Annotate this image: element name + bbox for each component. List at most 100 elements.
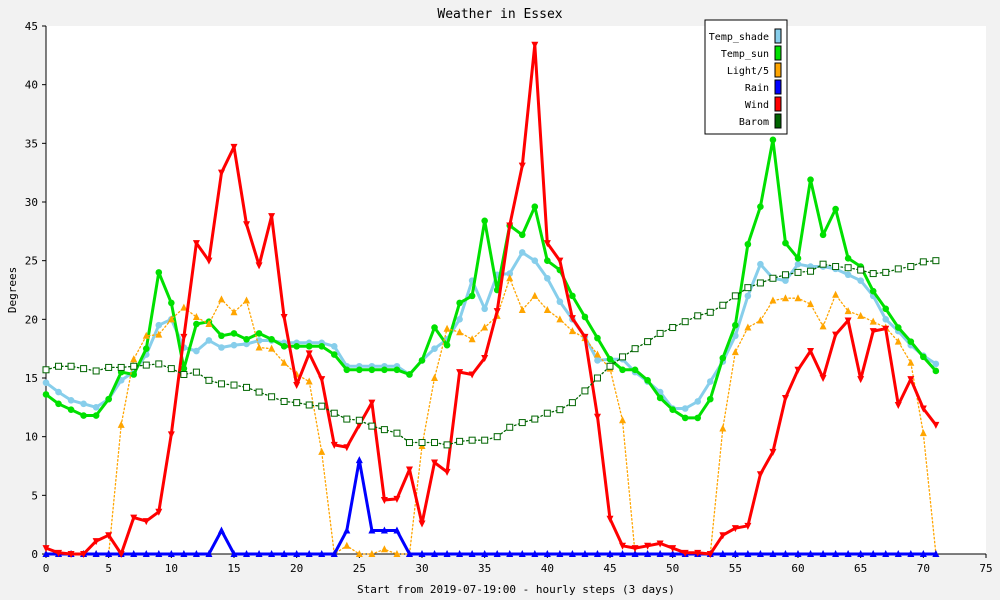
data-point-rain bbox=[669, 550, 677, 557]
data-point-temp-sun bbox=[431, 324, 438, 331]
data-point-temp-shade bbox=[544, 274, 551, 282]
data-point-rain bbox=[606, 550, 614, 557]
data-point-temp-sun bbox=[67, 406, 75, 413]
data-point-temp-shade bbox=[67, 396, 75, 404]
data-point-rain bbox=[142, 550, 150, 557]
legend-label: Wind bbox=[745, 100, 769, 111]
data-point-wind bbox=[431, 459, 439, 467]
data-point-temp-shade bbox=[694, 398, 702, 405]
x-tick-label: 75 bbox=[979, 562, 992, 575]
data-point-wind bbox=[932, 421, 940, 429]
data-point-wind bbox=[857, 376, 865, 384]
data-point-light-5 bbox=[268, 344, 276, 352]
data-point-barom bbox=[192, 368, 200, 376]
data-point-wind bbox=[531, 41, 539, 49]
data-point-wind bbox=[205, 257, 213, 265]
data-point-barom bbox=[631, 345, 639, 353]
data-point-wind bbox=[92, 538, 100, 546]
data-point-rain bbox=[230, 550, 238, 557]
data-point-barom bbox=[380, 426, 388, 434]
data-point-rain bbox=[380, 526, 388, 534]
data-point-wind bbox=[268, 213, 276, 221]
data-point-barom bbox=[669, 324, 677, 332]
data-point-wind bbox=[67, 551, 75, 558]
data-point-temp-shade bbox=[844, 271, 852, 279]
data-point-wind bbox=[105, 532, 113, 540]
data-point-temp-sun bbox=[894, 324, 902, 331]
data-point-rain bbox=[932, 550, 940, 557]
data-point-light-5 bbox=[280, 358, 288, 366]
data-point-light-5 bbox=[355, 550, 363, 557]
data-point-rain bbox=[280, 550, 288, 557]
data-point-light-5 bbox=[130, 355, 138, 363]
data-point-barom bbox=[919, 258, 927, 266]
data-point-rain bbox=[180, 550, 188, 557]
data-point-temp-sun bbox=[832, 205, 839, 213]
data-point-barom bbox=[832, 263, 840, 271]
data-point-rain bbox=[769, 550, 777, 557]
data-point-barom bbox=[756, 279, 764, 287]
legend-swatch bbox=[774, 45, 782, 61]
data-point-barom bbox=[431, 439, 439, 447]
data-point-temp-sun bbox=[569, 292, 576, 300]
data-point-light-5 bbox=[155, 330, 163, 338]
data-point-rain bbox=[857, 550, 865, 557]
data-point-wind bbox=[619, 542, 627, 550]
x-tick-label: 70 bbox=[917, 562, 930, 575]
data-point-temp-sun bbox=[293, 343, 300, 350]
series-line-rain bbox=[44, 458, 938, 556]
data-point-rain bbox=[293, 550, 301, 557]
data-point-temp-sun bbox=[343, 366, 351, 374]
data-point-rain bbox=[844, 550, 852, 557]
data-point-temp-sun bbox=[619, 366, 626, 374]
data-point-light-5 bbox=[731, 348, 739, 356]
data-point-temp-shade bbox=[594, 357, 601, 364]
data-point-rain bbox=[531, 550, 539, 557]
data-point-light-5 bbox=[756, 316, 764, 324]
data-point-temp-sun bbox=[393, 366, 401, 374]
data-point-rain bbox=[456, 550, 464, 557]
data-point-wind bbox=[606, 515, 614, 523]
data-point-light-5 bbox=[919, 429, 927, 437]
y-tick-label: 5 bbox=[31, 489, 38, 502]
data-point-wind bbox=[681, 549, 689, 557]
data-point-rain bbox=[493, 550, 501, 557]
data-point-temp-sun bbox=[907, 338, 915, 345]
data-point-temp-sun bbox=[606, 355, 614, 363]
data-point-barom bbox=[456, 437, 464, 445]
data-point-wind bbox=[506, 222, 514, 230]
data-point-temp-shade bbox=[857, 277, 864, 284]
data-point-barom bbox=[142, 361, 150, 369]
data-point-barom bbox=[368, 422, 376, 430]
data-point-temp-sun bbox=[443, 341, 451, 349]
data-point-barom bbox=[268, 393, 276, 401]
data-point-wind bbox=[493, 308, 501, 316]
data-point-temp-sun bbox=[193, 320, 200, 328]
data-point-rain bbox=[393, 526, 401, 534]
data-point-wind bbox=[719, 532, 727, 540]
data-point-temp-sun bbox=[105, 395, 112, 403]
data-point-barom bbox=[305, 401, 313, 409]
data-point-barom bbox=[243, 383, 251, 391]
data-point-rain bbox=[167, 550, 175, 557]
legend-label: Rain bbox=[745, 83, 769, 94]
data-point-temp-sun bbox=[368, 366, 376, 374]
data-point-light-5 bbox=[907, 358, 915, 366]
data-point-temp-shade bbox=[706, 378, 714, 385]
data-point-light-5 bbox=[794, 294, 802, 302]
data-point-wind bbox=[706, 551, 714, 558]
data-point-light-5 bbox=[456, 328, 464, 336]
data-point-barom bbox=[644, 338, 652, 346]
y-tick-label: 45 bbox=[25, 20, 38, 33]
data-point-temp-shade bbox=[243, 340, 250, 348]
data-point-wind bbox=[443, 468, 451, 476]
data-point-temp-shade bbox=[556, 298, 564, 306]
data-point-light-5 bbox=[869, 317, 877, 325]
data-point-temp-sun bbox=[268, 335, 275, 343]
data-point-temp-shade bbox=[481, 305, 488, 313]
data-point-light-5 bbox=[205, 320, 213, 328]
data-point-barom bbox=[92, 367, 100, 375]
data-point-light-5 bbox=[343, 541, 351, 549]
data-point-light-5 bbox=[531, 291, 539, 299]
series-wind bbox=[42, 41, 940, 558]
